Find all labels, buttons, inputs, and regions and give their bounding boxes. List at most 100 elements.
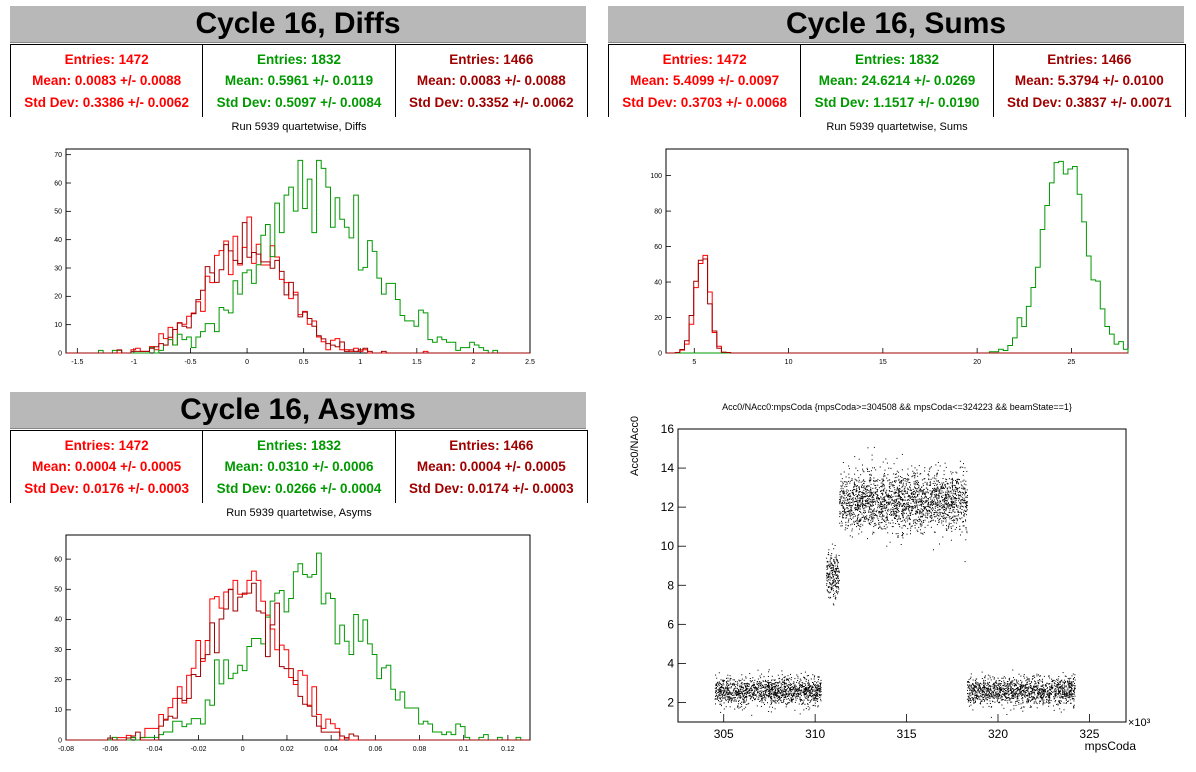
scatter-point [1051,678,1053,680]
scatter-point [925,516,927,518]
scatter-point [1013,685,1015,687]
scatter-point [915,473,916,475]
scatter-point [873,509,875,511]
scatter-point [875,501,877,503]
scatter-point [891,511,893,512]
scatter-point [861,485,862,487]
scatter-point [756,696,758,698]
scatter-point [865,503,867,504]
scatter-point [917,504,919,506]
scatter-point [948,503,950,505]
scatter-point [759,682,761,684]
scatter-point [716,677,718,679]
scatter-point [807,706,809,708]
scatter-point [862,524,864,526]
scatter-point [769,688,771,690]
scatter-point [901,534,903,536]
scatter-point [901,499,903,501]
scatter-point [929,501,931,503]
scatter-point [791,686,793,688]
scatter-point [920,515,922,517]
scatter-point [893,508,895,510]
scatter-point [807,697,809,699]
x-tick-label: 0.06 [369,746,383,753]
scatter-point [830,562,832,564]
scatter-point [859,506,861,508]
scatter-point [760,686,762,688]
y-tick-label: 60 [654,244,662,251]
x-tick-label: 20 [973,359,981,366]
scatter-point [757,684,759,686]
scatter-point [881,517,883,519]
scatter-point [758,698,760,700]
scatter-point [956,483,958,485]
scatter-point [965,539,967,541]
scatter-point [887,510,889,512]
scatter-point [847,508,849,510]
scatter-point [904,490,906,492]
scatter-point [976,698,978,700]
scatter-point [965,492,966,493]
scatter-point [1023,677,1025,679]
scatter-point [816,690,818,692]
scatter-point [913,483,915,485]
scatter-point [792,692,794,694]
scatter-point [737,694,739,696]
scatter-point [762,680,764,682]
scatter-point [1001,704,1003,706]
scatter-point [944,484,946,486]
scatter-point [1002,685,1004,686]
scatter-point [1002,690,1004,692]
scatter-point [958,478,960,480]
scatter-point [975,701,976,702]
scatter-point [814,686,816,688]
scatter-point [842,510,843,512]
scatter-point [985,696,987,698]
scatter-point [744,692,745,694]
scatter-point [962,525,964,527]
scatter-point [955,491,956,493]
scatter-point [1042,684,1044,686]
scatter-point [778,687,780,689]
scatter-point [1047,687,1048,689]
scatter-point [854,497,856,499]
scatter-point [1058,683,1059,685]
scatter-point [862,508,864,510]
scatter-point [832,575,834,577]
scatter-point [799,700,801,702]
scatter-point [820,700,822,702]
scatter-point [1060,680,1062,682]
scatter-point [889,501,891,503]
scatter-point [767,685,768,686]
scatter-point [893,493,895,495]
scatter-point [819,696,821,698]
scatter-point [872,487,874,489]
scatter-point [826,560,828,562]
scatter-point [886,494,888,496]
scatter-point [931,515,933,517]
scatter-point [859,489,860,490]
scatter-point [904,478,906,479]
scatter-point [856,523,858,524]
scatter-point [917,494,918,496]
scatter-point [905,507,907,509]
scatter-point [1037,690,1039,692]
scatter-point [1034,683,1036,685]
mean-label: Mean: 5.4099 +/- 0.0097 [630,73,780,89]
scatter-point [802,682,804,684]
scatter-point [760,692,762,694]
scatter-point [948,514,949,516]
scatter-point [926,484,928,486]
scatter-point [787,694,789,696]
scatter-point [890,497,892,499]
scatter-point [859,497,861,499]
histogram-series-3 [666,258,1128,354]
scatter-point [808,690,810,692]
scatter-point [1055,692,1057,694]
scatter-point [745,697,747,698]
scatter-point [925,501,927,503]
scatter-point [928,521,930,523]
scatter-point [848,502,850,504]
scatter-point [1055,685,1057,687]
scatter-point [863,496,865,498]
